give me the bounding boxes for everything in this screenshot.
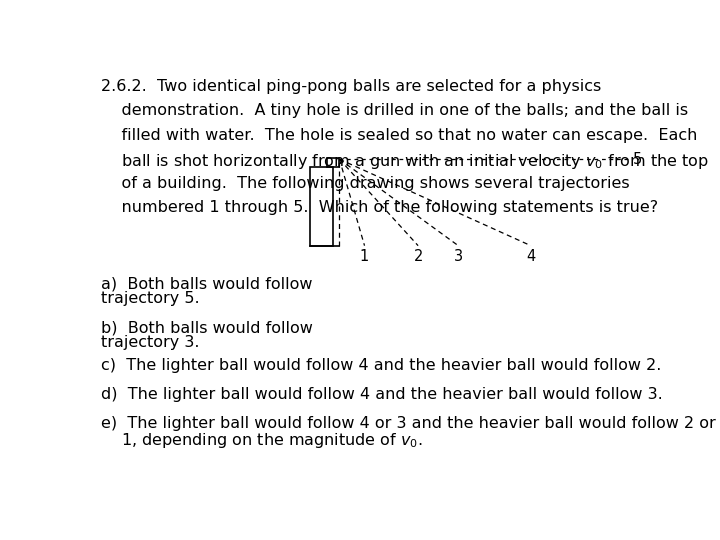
Text: ball is shot horizontally from a gun with an initial velocity $v_0$ from the top: ball is shot horizontally from a gun wit… [101,152,709,171]
Text: numbered 1 through 5.  Which of the following statements is true?: numbered 1 through 5. Which of the follo… [101,200,658,215]
Bar [310,167,333,246]
Bar [327,158,339,167]
Text: 2: 2 [413,248,423,264]
Text: b)  Both balls would follow: b) Both balls would follow [101,321,313,335]
Text: a)  Both balls would follow: a) Both balls would follow [101,277,312,292]
Text: c)  The lighter ball would follow 4 and the heavier ball would follow 2.: c) The lighter ball would follow 4 and t… [101,358,662,373]
Text: d)  The lighter ball would follow 4 and the heavier ball would follow 3.: d) The lighter ball would follow 4 and t… [101,387,663,402]
Text: 2.6.2.  Two identical ping-pong balls are selected for a physics: 2.6.2. Two identical ping-pong balls are… [101,79,601,94]
Text: 3: 3 [454,248,463,264]
Text: filled with water.  The hole is sealed so that no water can escape.  Each: filled with water. The hole is sealed so… [101,127,698,143]
Text: 4: 4 [526,248,536,264]
Text: 1, depending on the magnitude of $v_0$.: 1, depending on the magnitude of $v_0$. [101,431,423,450]
Text: 1: 1 [360,248,369,264]
Text: 5: 5 [632,152,642,167]
Text: trajectory 3.: trajectory 3. [101,335,199,350]
Text: demonstration.  A tiny hole is drilled in one of the balls; and the ball is: demonstration. A tiny hole is drilled in… [101,104,688,118]
Text: e)  The lighter ball would follow 4 or 3 and the heavier ball would follow 2 or: e) The lighter ball would follow 4 or 3 … [101,416,716,431]
Text: trajectory 5.: trajectory 5. [101,292,199,306]
Text: of a building.  The following drawing shows several trajectories: of a building. The following drawing sho… [101,176,630,191]
